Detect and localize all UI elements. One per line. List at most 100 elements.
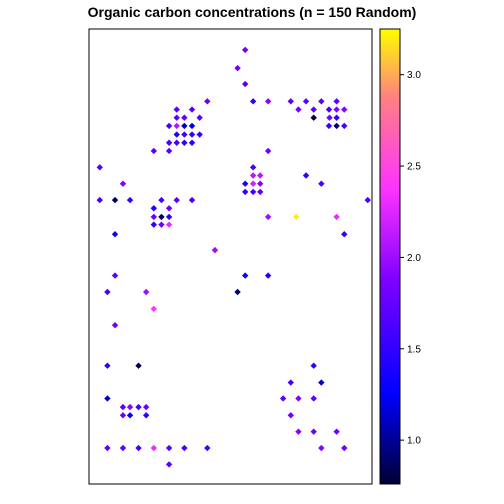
data-point-106	[150, 444, 158, 452]
data-point-0	[242, 46, 249, 54]
data-point-47	[257, 188, 264, 196]
data-point-59	[173, 196, 180, 204]
data-point-36	[165, 139, 173, 146]
plot-panel	[88, 28, 373, 485]
data-point-72	[341, 231, 348, 238]
data-point-77	[264, 272, 272, 279]
data-point-26	[188, 122, 196, 130]
data-point-22	[188, 106, 196, 113]
data-point-112	[165, 461, 173, 468]
data-point-63	[158, 213, 165, 221]
data-point-23	[196, 114, 203, 121]
data-point-56	[111, 196, 119, 204]
data-point-19	[333, 122, 340, 130]
data-point-99	[287, 412, 294, 419]
data-point-12	[325, 106, 333, 113]
colorbar-tick-label: 1.0	[407, 436, 421, 447]
data-point-8	[318, 98, 325, 105]
colorbar-tick-label: 2.0	[407, 253, 421, 264]
points-layer	[96, 46, 371, 468]
data-point-90	[295, 395, 302, 402]
data-point-67	[150, 221, 158, 228]
data-point-10	[295, 106, 302, 113]
data-point-13	[333, 106, 340, 113]
data-point-70	[292, 213, 300, 221]
data-point-81	[150, 305, 158, 313]
data-point-69	[264, 213, 272, 221]
data-point-75	[111, 272, 119, 279]
data-point-61	[150, 205, 158, 212]
data-point-30	[188, 131, 196, 138]
data-point-34	[181, 139, 188, 146]
data-point-9	[333, 98, 340, 105]
data-point-20	[341, 122, 348, 130]
data-point-80	[234, 288, 241, 296]
colorbar-tick-label: 2.5	[407, 162, 421, 173]
data-point-24	[181, 114, 188, 121]
data-point-102	[333, 428, 340, 435]
data-point-15	[333, 114, 340, 121]
data-point-17	[310, 114, 317, 121]
data-point-73	[111, 231, 119, 238]
data-point-85	[310, 362, 317, 369]
colorbar-tick-label: 3.0	[407, 70, 421, 81]
data-point-3	[264, 98, 272, 105]
data-point-5	[204, 98, 211, 105]
data-point-68	[165, 221, 173, 228]
data-point-2	[242, 80, 249, 88]
data-point-55	[96, 196, 103, 204]
data-point-64	[150, 213, 158, 221]
data-point-29	[196, 131, 203, 138]
data-point-107	[165, 444, 173, 452]
data-point-28	[173, 122, 180, 130]
data-point-91	[310, 395, 317, 402]
data-point-110	[318, 444, 325, 452]
data-point-97	[126, 412, 134, 419]
data-point-82	[111, 322, 119, 329]
data-point-103	[104, 444, 111, 452]
data-point-89	[279, 395, 287, 402]
data-point-31	[181, 131, 188, 138]
data-point-42	[257, 172, 264, 179]
data-point-54	[119, 180, 127, 187]
data-point-88	[104, 395, 111, 402]
data-point-98	[142, 412, 150, 419]
data-point-58	[158, 196, 165, 204]
colorbar-ticks: 1.0 1.5 2.0 2.5 3.0	[400, 70, 421, 447]
data-point-21	[173, 106, 180, 113]
data-point-6	[287, 98, 294, 105]
data-point-100	[295, 428, 302, 435]
data-point-94	[135, 403, 142, 411]
data-point-33	[165, 122, 173, 130]
data-point-40	[264, 147, 272, 155]
data-point-105	[135, 444, 142, 452]
data-point-1	[234, 64, 241, 72]
data-point-53	[96, 164, 103, 171]
chart-title: Organic carbon concentrations (n = 150 R…	[87, 4, 417, 20]
data-point-83	[104, 362, 111, 369]
data-point-32	[173, 131, 180, 138]
data-point-37	[188, 139, 196, 146]
data-point-93	[126, 403, 134, 411]
data-point-62	[165, 205, 173, 212]
data-point-66	[158, 221, 165, 228]
colorbar-tick-label: 1.5	[407, 344, 421, 355]
data-point-16	[326, 114, 333, 121]
data-point-57	[126, 196, 134, 204]
data-point-35	[173, 139, 180, 146]
data-point-95	[142, 403, 150, 411]
data-point-27	[181, 122, 188, 130]
data-point-92	[119, 403, 127, 411]
data-point-43	[249, 172, 257, 179]
data-point-46	[242, 180, 249, 187]
data-point-18	[325, 122, 333, 130]
data-point-76	[242, 272, 249, 279]
data-point-44	[257, 180, 264, 187]
data-point-86	[287, 379, 294, 386]
data-point-48	[249, 188, 257, 196]
data-point-104	[119, 444, 127, 452]
data-point-96	[119, 412, 127, 419]
data-point-101	[310, 428, 317, 435]
